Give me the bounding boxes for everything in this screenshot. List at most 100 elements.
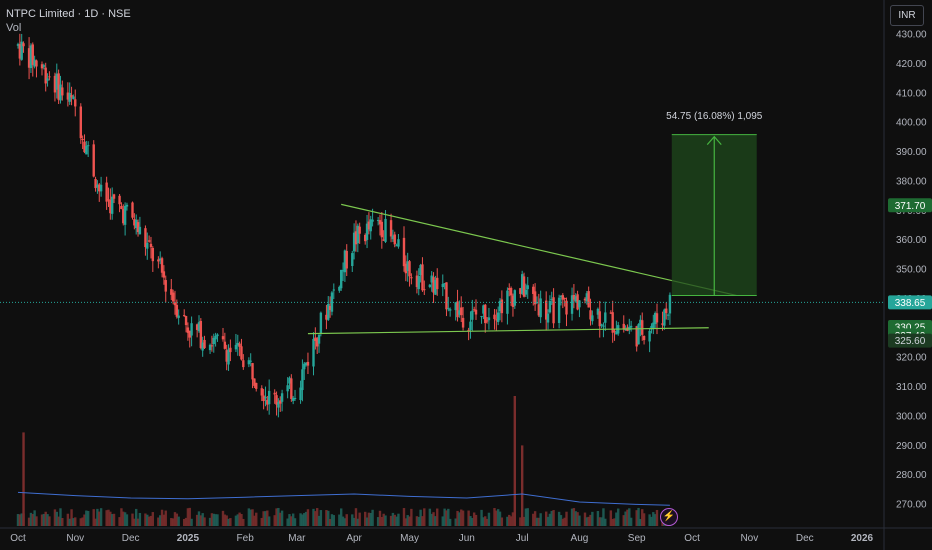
- candle-body: [421, 264, 424, 291]
- volume-bar: [369, 512, 372, 526]
- candle-body: [642, 335, 646, 341]
- candle-body: [314, 337, 317, 341]
- volume-legend[interactable]: Vol: [6, 22, 22, 34]
- currency-button[interactable]: INR: [890, 5, 924, 26]
- candle-body: [615, 331, 618, 335]
- time-axis[interactable]: Oct Nov Dec 2025 Feb Mar Apr May Jun Jul Aug Sep Oct…: [0, 527, 932, 544]
- volume-bar: [343, 518, 347, 526]
- volume-bar: [358, 512, 361, 526]
- candle-body: [216, 334, 219, 337]
- volume-bar: [535, 517, 539, 526]
- candle-body: [380, 221, 384, 238]
- candle-body: [393, 234, 396, 245]
- volume-bar: [99, 508, 103, 526]
- volume-bar: [622, 515, 625, 526]
- candle-body: [622, 323, 625, 329]
- drawings[interactable]: [0, 134, 884, 335]
- lightning-icon[interactable]: ⚡: [660, 508, 678, 526]
- volume-bar: [598, 517, 601, 526]
- candle-body: [22, 43, 25, 47]
- candle-body: [354, 231, 358, 245]
- volume-bar: [559, 515, 563, 526]
- candle-body: [83, 141, 86, 153]
- time-tick-label: Dec: [122, 533, 140, 544]
- volume-bar: [648, 514, 651, 526]
- volume-bar: [266, 510, 269, 526]
- volume-bar: [120, 508, 123, 526]
- price-label-tag: [888, 295, 932, 310]
- time-tick-label: Aug: [571, 533, 589, 544]
- volume-bar: [112, 513, 116, 526]
- volume-bar: [188, 507, 191, 526]
- volume-bar: [537, 517, 541, 526]
- candle-body: [509, 288, 513, 296]
- candle-body: [395, 245, 398, 247]
- volume-bar: [229, 518, 232, 526]
- volume-bar: [642, 513, 646, 526]
- volume-bar: [471, 517, 474, 526]
- volume-bar: [611, 518, 614, 526]
- time-tick-label: Dec: [796, 533, 814, 544]
- volume-bar: [133, 518, 136, 526]
- volume-bar: [312, 508, 315, 526]
- volume-bar: [441, 516, 444, 526]
- volume-bar: [260, 517, 263, 526]
- candle-body: [260, 388, 263, 396]
- volume-bar: [655, 509, 659, 526]
- candle-body: [170, 289, 173, 295]
- candle-body: [563, 297, 566, 300]
- volume-bar: [419, 509, 422, 526]
- symbol-header[interactable]: NTPC Limited · 1D · NSE Vol: [6, 8, 131, 34]
- candle-body: [223, 341, 227, 349]
- candle-body: [293, 397, 297, 399]
- candle-body: [404, 263, 408, 274]
- candle-body: [550, 298, 553, 300]
- volume-bar: [341, 516, 345, 526]
- candle-body: [162, 271, 166, 278]
- candle-body: [240, 346, 243, 360]
- candle-body: [600, 324, 603, 326]
- volume-bar: [18, 514, 22, 526]
- volume-bar: [177, 516, 180, 526]
- candle-body: [157, 259, 160, 262]
- candle-body: [482, 305, 485, 314]
- volume-bar: [184, 517, 188, 526]
- price-label-tag: [888, 198, 932, 213]
- volume-bar: [493, 508, 496, 526]
- volume-bar: [500, 517, 504, 526]
- volume-bar: [277, 507, 280, 526]
- volume-bar: [304, 511, 308, 526]
- candle-body: [655, 313, 659, 323]
- volume-bar: [291, 513, 295, 526]
- candle-body: [242, 360, 245, 368]
- volume-bar: [482, 517, 485, 526]
- price-tick-label: 270.00: [896, 500, 927, 511]
- candle-body: [397, 239, 400, 247]
- candle-body: [402, 237, 406, 267]
- volume-bar: [123, 512, 127, 526]
- candle-body: [173, 302, 177, 306]
- volume-bar: [522, 516, 526, 526]
- volume-bar: [35, 516, 38, 526]
- volume-bar: [319, 510, 323, 526]
- volume-bar: [253, 515, 256, 526]
- candle-body: [306, 361, 310, 366]
- candle-body: [280, 393, 284, 402]
- price-tick-label: 300.00: [896, 411, 927, 422]
- symbol-title[interactable]: NTPC Limited · 1D · NSE: [6, 8, 131, 20]
- candle-body: [79, 106, 82, 139]
- volume-bar: [352, 517, 356, 526]
- time-tick-label: Jul: [516, 533, 529, 544]
- volume-bar: [16, 514, 20, 526]
- candle-body: [480, 316, 483, 318]
- candle-body: [635, 326, 638, 347]
- volume-bar: [53, 509, 57, 526]
- volume-bar: [247, 508, 251, 526]
- price-axis[interactable]: 430.00420.00410.00400.00390.00380.00370.…: [883, 0, 932, 550]
- volume-bar: [653, 514, 657, 526]
- price-tick-label: 420.00: [896, 59, 927, 70]
- volume-bar: [301, 514, 304, 526]
- volume-bar: [615, 512, 618, 526]
- volume-bar: [572, 508, 576, 526]
